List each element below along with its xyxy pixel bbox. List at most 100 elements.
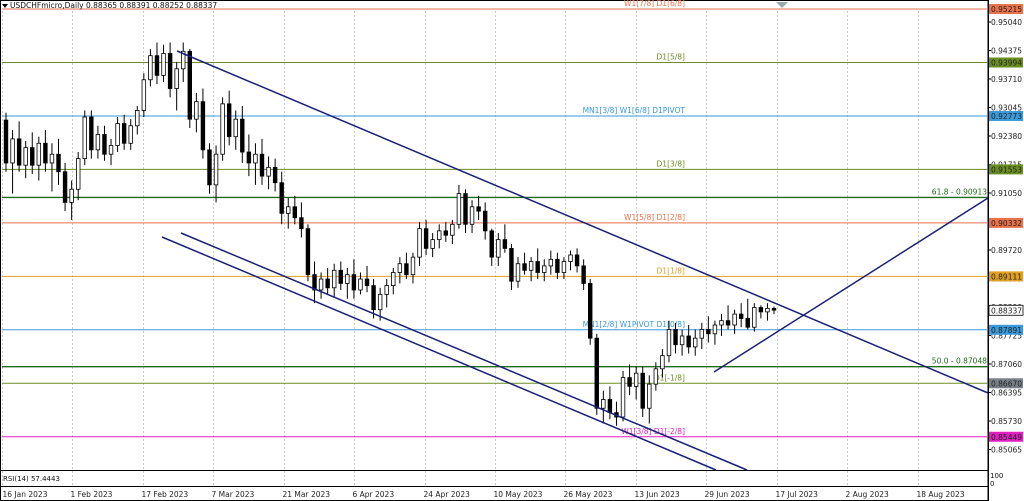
candle-body <box>82 116 87 159</box>
candle-body <box>187 50 193 120</box>
candle-body <box>161 53 166 76</box>
candle-body <box>738 313 744 319</box>
y-tick-label: 0.93045 <box>991 104 1022 113</box>
symbol-info: USDCHFmicro,Daily 0.88365 0.88391 0.8825… <box>10 1 218 10</box>
candle-body <box>588 283 593 339</box>
y-tick-label: 0.85730 <box>991 417 1022 426</box>
candle-body <box>76 158 81 190</box>
candle-body <box>745 318 750 328</box>
candle-body <box>56 153 61 173</box>
price-tag-label: 0.85449 <box>991 433 1022 442</box>
candle-body <box>194 101 199 120</box>
y-tick-label: 0.87060 <box>991 360 1022 369</box>
candle-body <box>384 285 389 295</box>
candle-body <box>581 265 586 284</box>
y-tick-label: 0.85065 <box>991 446 1022 455</box>
candle-body <box>266 166 271 177</box>
level-lines: W1[7/8] D1[6/8] D1[5/8] MN1[3/8] W1[6/8] D… <box>2 0 988 438</box>
x-tick-label: 26 May 2023 <box>564 490 613 499</box>
trend-line <box>713 197 989 373</box>
candle-body <box>423 228 429 249</box>
candle-body <box>548 258 554 267</box>
candle-body <box>463 193 468 225</box>
candle-body <box>299 217 304 230</box>
candle-body <box>502 239 508 249</box>
level-label: D1[3/8] <box>657 159 686 168</box>
candle-body <box>95 134 101 151</box>
trend-line <box>180 232 748 471</box>
candle-body <box>443 230 449 236</box>
candle-body <box>509 247 514 282</box>
candle-body <box>377 293 383 311</box>
candle-body <box>338 269 343 284</box>
x-axis: 16 Jan 2023 1 Feb 2023 17 Feb 2023 7 Mar 20… <box>3 490 965 499</box>
price-tag-label: 0.87891 <box>991 326 1022 335</box>
candle-body <box>666 329 672 357</box>
candle-body <box>712 324 718 335</box>
price-tags: 0.95215 0.93994 0.92773 0.91553 0.90332 0.891… <box>776 2 1024 442</box>
x-tick-label: 16 Jan 2023 <box>3 490 48 499</box>
candle-body <box>404 263 409 276</box>
candle-body <box>49 153 55 164</box>
x-tick-label: 18 Aug 2023 <box>917 490 965 499</box>
y-tick-label: 0.93710 <box>991 75 1022 84</box>
candle-body <box>522 263 527 271</box>
x-tick-label: 7 Mar 2023 <box>212 490 255 499</box>
candle-body <box>207 149 212 186</box>
level-label: D1[-1/8] <box>654 373 685 382</box>
trend-line <box>176 50 989 394</box>
candle-body <box>601 399 606 409</box>
collapse-triangle-icon[interactable] <box>2 4 8 8</box>
candle-body <box>279 182 284 214</box>
candle-body <box>660 355 665 370</box>
price-tag-label: 0.93994 <box>991 59 1022 68</box>
candle-body <box>305 228 311 276</box>
level-label: D1[1/8] <box>657 266 686 275</box>
candle-body <box>607 399 613 414</box>
price-tag-label: 0.88337 <box>991 306 1022 315</box>
candle-body <box>220 103 225 155</box>
candle-body <box>292 206 298 219</box>
candle-body <box>226 103 232 138</box>
candle-body <box>640 372 645 409</box>
candle-body <box>358 278 363 291</box>
scroll-marker-icon <box>776 2 788 8</box>
candle-body <box>535 261 540 273</box>
candle-body <box>561 261 567 273</box>
y-tick-label: 0.89720 <box>991 246 1022 255</box>
candle-body <box>528 261 534 271</box>
candle-body <box>693 337 698 348</box>
candle-body <box>135 110 140 127</box>
candle-body <box>732 313 737 326</box>
candles <box>3 42 777 426</box>
rsi-axis-top: 100 <box>990 472 1004 480</box>
price-tag <box>989 271 1023 282</box>
candle-body <box>765 307 770 313</box>
candle-body <box>272 166 278 184</box>
candle-body <box>450 223 455 236</box>
candle-body <box>154 55 160 76</box>
candle-body <box>719 320 724 326</box>
candle-body <box>62 171 68 203</box>
level-label: D1[5/8] <box>657 53 686 62</box>
candle-body <box>141 79 147 111</box>
rsi-label: RSI(14) 57.4443 <box>3 475 60 483</box>
candle-body <box>430 239 435 249</box>
candle-body <box>102 134 107 155</box>
candle-body <box>213 153 219 186</box>
candle-body <box>10 138 15 164</box>
candle-body <box>23 147 28 166</box>
rsi-axis-bottom: 0 <box>990 480 995 488</box>
candle-body <box>633 372 639 387</box>
candle-body <box>331 269 337 289</box>
candle-body <box>679 335 685 346</box>
price-tag <box>989 324 1023 335</box>
price-tag-label: 0.90332 <box>991 219 1022 228</box>
x-tick-label: 29 Jun 2023 <box>705 490 750 499</box>
candle-body <box>627 377 632 387</box>
candle-body <box>121 123 127 144</box>
price-tag <box>989 217 1023 228</box>
candle-body <box>115 123 120 146</box>
candle-body <box>417 228 422 258</box>
